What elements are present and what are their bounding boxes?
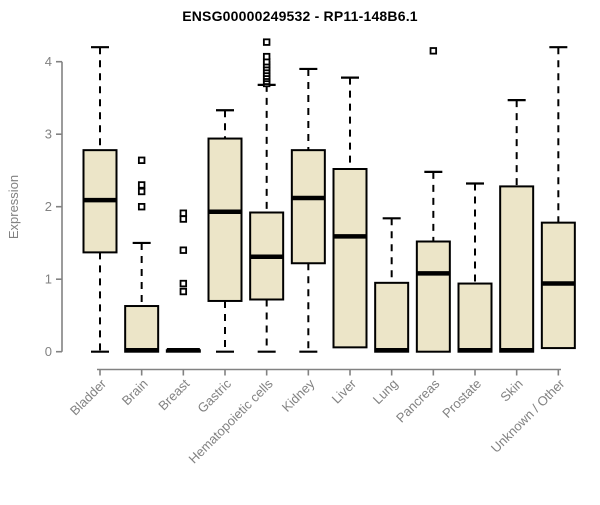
box-pancreas xyxy=(415,240,451,353)
outlier-breast xyxy=(179,279,188,288)
y-axis-title: Expression xyxy=(6,174,21,240)
box-lung xyxy=(374,281,410,353)
box-liver xyxy=(332,168,368,349)
outlier-brain xyxy=(137,181,146,189)
y-tick-label: 0 xyxy=(45,344,52,359)
outlier-breast xyxy=(179,209,188,217)
y-tick-label: 3 xyxy=(45,127,52,142)
outlier-brain xyxy=(137,187,146,196)
outlier-breast xyxy=(179,246,188,254)
outlier-brain xyxy=(137,202,146,211)
x-category-label-brain: Brain xyxy=(119,376,151,408)
x-category-label-prostate: Prostate xyxy=(439,376,484,421)
outlier-breast xyxy=(179,215,188,223)
y-tick-label: 4 xyxy=(45,54,52,69)
y-tick-label: 2 xyxy=(45,199,52,214)
x-category-label-bladder: Bladder xyxy=(67,376,110,419)
box-gastric xyxy=(207,137,243,302)
x-category-label-gastric: Gastric xyxy=(194,376,234,416)
outlier-brain xyxy=(137,156,146,164)
box-brain xyxy=(124,305,160,353)
x-category-label-kidney: Kidney xyxy=(279,376,318,415)
outlier-hematopoietic-cells xyxy=(262,38,271,46)
y-tick-label: 1 xyxy=(45,272,52,287)
outlier-hematopoietic-cells xyxy=(262,52,271,61)
x-category-label-liver: Liver xyxy=(329,376,360,407)
chart-title: ENSG00000249532 - RP11-148B6.1 xyxy=(182,8,418,24)
x-category-label-breast: Breast xyxy=(155,376,192,413)
box-skin xyxy=(499,185,535,353)
box-kidney xyxy=(290,149,326,265)
outlier-breast xyxy=(179,287,188,296)
x-category-label-skin: Skin xyxy=(497,376,525,404)
x-category-label-lung: Lung xyxy=(370,376,401,407)
x-category-label-pancreas: Pancreas xyxy=(393,376,443,426)
box-prostate xyxy=(457,282,493,353)
outlier-pancreas xyxy=(429,47,438,55)
x-category-label-unknown-other: Unknown / Other xyxy=(488,376,568,456)
